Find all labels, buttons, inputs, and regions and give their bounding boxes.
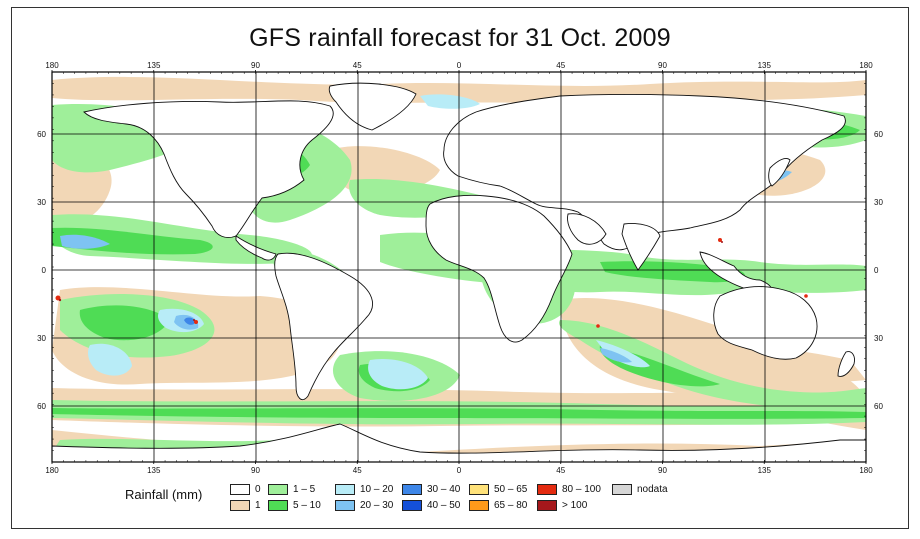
legend-swatch [402, 484, 422, 495]
north-america [83, 100, 334, 238]
top-longitude-label: 45 [353, 61, 362, 70]
legend-item-label: 0 [255, 484, 261, 495]
legend-swatch [402, 500, 422, 511]
bottom-longitude-label: 180 [45, 466, 59, 475]
left-latitude-label: 60 [37, 130, 46, 139]
legend-item: 50 – 65 [469, 484, 527, 495]
legend-item: 0 [230, 484, 261, 495]
legend-item-label: 65 – 80 [494, 500, 528, 511]
legend-swatch [537, 484, 557, 495]
legend-item-label: 1 [255, 500, 261, 511]
india [621, 223, 661, 271]
europe-asia [443, 94, 846, 251]
legend-item: 20 – 30 [335, 500, 393, 511]
tick-layer: 180 135 90 45 0 45 90 135 180 180 135 90 45 0 45 90 135 1… [37, 61, 883, 475]
legend-swatch [230, 500, 250, 511]
legend-item-label: > 100 [562, 500, 588, 511]
legend-title: Rainfall (mm) [125, 487, 203, 502]
bottom-longitude-label: 0 [457, 466, 462, 475]
legend-item: 65 – 80 [469, 500, 527, 511]
japan [768, 157, 791, 187]
bottom-longitude-label: 135 [758, 466, 772, 475]
legend-swatch [268, 500, 288, 511]
legend-item-label: 30 – 40 [427, 484, 461, 495]
coastlines [52, 82, 866, 462]
africa [425, 194, 573, 343]
top-longitude-label: 45 [556, 61, 565, 70]
legend-item-label: 20 – 30 [360, 500, 394, 511]
legend-item: 1 – 5 [268, 484, 315, 495]
bottom-longitude-label: 90 [251, 466, 260, 475]
bottom-longitude-label: 45 [353, 466, 362, 475]
right-latitude-label: 60 [874, 402, 883, 411]
top-longitude-label: 180 [45, 61, 59, 70]
new-zealand [837, 351, 855, 377]
legend-item-label: 5 – 10 [293, 500, 321, 511]
top-longitude-label: 90 [251, 61, 260, 70]
bottom-longitude-label: 45 [556, 466, 565, 475]
right-latitude-label: 30 [874, 334, 883, 343]
south-america [274, 252, 373, 400]
legend-item: 5 – 10 [268, 500, 321, 511]
legend-swatch [612, 484, 632, 495]
bottom-longitude-label: 135 [147, 466, 161, 475]
legend-swatch [230, 484, 250, 495]
bottom-longitude-label: 180 [859, 466, 873, 475]
left-latitude-label: 30 [37, 198, 46, 207]
arabia [567, 213, 607, 245]
right-latitude-label: 0 [874, 266, 879, 275]
legend-item: 40 – 50 [402, 500, 460, 511]
graticule [52, 72, 866, 462]
legend-item-label: 10 – 20 [360, 484, 394, 495]
legend-swatch [469, 484, 489, 495]
top-longitude-label: 180 [859, 61, 873, 70]
legend-swatch [469, 500, 489, 511]
legend-swatch [335, 484, 355, 495]
left-latitude-label: 0 [42, 266, 47, 275]
top-longitude-label: 0 [457, 61, 462, 70]
right-latitude-label: 30 [874, 198, 883, 207]
legend-item-label: 1 – 5 [293, 484, 316, 495]
top-longitude-label: 90 [658, 61, 667, 70]
right-latitude-label: 60 [874, 130, 883, 139]
greenland [328, 82, 417, 131]
legend-item: nodata [612, 484, 668, 495]
legend-item: 80 – 100 [537, 484, 601, 495]
legend-item: 1 [230, 500, 261, 511]
legend-item-label: nodata [637, 484, 668, 495]
legend-item-label: 80 – 100 [562, 484, 601, 495]
bottom-longitude-label: 90 [658, 466, 667, 475]
legend-item: 30 – 40 [402, 484, 460, 495]
legend-swatch [537, 500, 557, 511]
top-longitude-label: 135 [758, 61, 772, 70]
top-longitude-label: 135 [147, 61, 161, 70]
legend-item: > 100 [537, 500, 587, 511]
legend-item-label: 40 – 50 [427, 500, 461, 511]
legend-swatch [268, 484, 288, 495]
antarctica [52, 423, 866, 462]
left-latitude-label: 30 [37, 334, 46, 343]
legend-item: 10 – 20 [335, 484, 393, 495]
map-title: GFS rainfall forecast for 31 Oct. 2009 [249, 24, 671, 52]
legend-swatch [335, 500, 355, 511]
legend-item-label: 50 – 65 [494, 484, 528, 495]
left-latitude-label: 60 [37, 402, 46, 411]
